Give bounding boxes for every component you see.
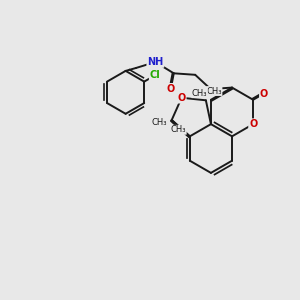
Text: O: O <box>178 93 186 103</box>
Text: NH: NH <box>147 57 164 67</box>
Text: CH₃: CH₃ <box>152 118 167 127</box>
Text: O: O <box>167 84 175 94</box>
Text: O: O <box>249 119 257 129</box>
Text: CH₃: CH₃ <box>171 125 186 134</box>
Text: CH₃: CH₃ <box>192 89 207 98</box>
Text: Cl: Cl <box>150 70 160 80</box>
Text: O: O <box>260 88 268 98</box>
Text: CH₃: CH₃ <box>206 86 222 95</box>
